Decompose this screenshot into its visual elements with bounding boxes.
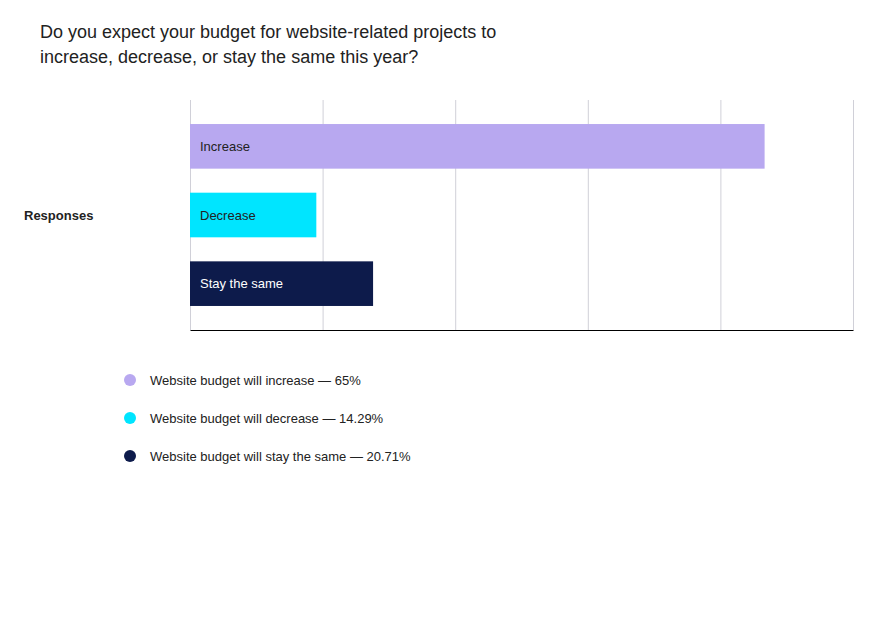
annotation: Website budget will stay the same — 20.7…	[150, 449, 411, 464]
legend-item: Website budget will increase — 65%	[124, 373, 361, 388]
bar	[190, 124, 765, 169]
legend-swatch	[124, 374, 136, 386]
grid-line	[853, 100, 854, 330]
legend-item: Website budget will stay the same — 20.7…	[124, 449, 411, 464]
axis-line	[191, 330, 854, 331]
bar	[190, 193, 316, 238]
chart: Do you expect your budget for website-re…	[0, 0, 893, 644]
y-axis-label: Responses	[24, 208, 93, 223]
category-label: Stay the same	[200, 276, 283, 291]
bars	[190, 124, 765, 306]
bar	[190, 261, 373, 306]
plot: Increase Decrease Stay the same	[190, 100, 854, 331]
category-label: Increase	[200, 139, 250, 154]
annotation: Website budget will decrease — 14.29%	[150, 411, 384, 426]
legend-item: Website budget will decrease — 14.29%	[124, 411, 384, 426]
legend-swatch	[124, 450, 136, 462]
tick	[853, 100, 854, 330]
category-label: Decrease	[200, 208, 256, 223]
legend-swatch	[124, 412, 136, 424]
annotation: Website budget will increase — 65%	[150, 373, 361, 388]
title: Do you expect your budget for website-re…	[40, 22, 496, 67]
category-labels: Increase Decrease Stay the same	[200, 139, 283, 291]
x-axis	[191, 100, 854, 331]
legend: Website budget will increase — 65% Websit…	[124, 373, 411, 464]
